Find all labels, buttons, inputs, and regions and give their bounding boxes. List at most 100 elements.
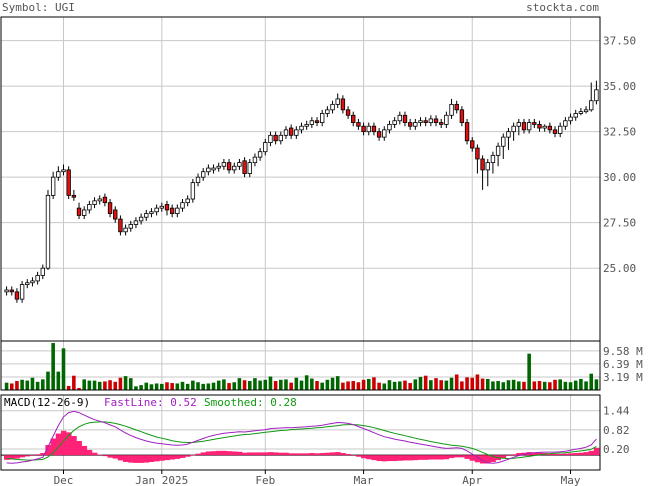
macd-histogram-bar	[511, 454, 517, 456]
volume-bar	[449, 377, 454, 390]
volume-bar	[423, 375, 428, 390]
volume-bar	[563, 381, 568, 390]
candle-body	[511, 125, 516, 133]
macd-histogram-bar	[438, 455, 445, 460]
volume-bar	[475, 374, 480, 390]
candle-body	[288, 127, 294, 136]
macd-histogram-bar	[205, 451, 212, 456]
candle-body	[76, 207, 82, 216]
volume-bar	[123, 376, 128, 390]
volume-bar	[185, 383, 190, 390]
x-tick-label: Dec	[54, 474, 74, 486]
candle-body	[175, 207, 180, 214]
volume-bar	[35, 381, 40, 390]
volume-bar	[315, 381, 319, 390]
volume-bar	[258, 380, 262, 390]
macd-histogram-bar	[9, 455, 15, 460]
macd-histogram-bar	[133, 455, 139, 463]
price-tick-label: 25.00	[603, 262, 636, 275]
macd-histogram-bar	[91, 452, 98, 456]
price-tick-label: 32.50	[603, 126, 636, 139]
macd-histogram-bar	[485, 455, 491, 464]
macd-histogram-bar	[154, 455, 160, 462]
volume-tick-label: 3.19 M	[603, 371, 643, 384]
macd-histogram-bar	[257, 452, 263, 456]
candle-body	[92, 200, 97, 205]
candle-body	[573, 113, 578, 118]
price-tick-label: 35.00	[603, 80, 636, 93]
macd-histogram-bar	[448, 455, 455, 458]
macd-histogram-bar	[428, 455, 434, 460]
macd-histogram-bar	[417, 455, 424, 460]
macd-histogram-bar	[386, 455, 393, 462]
macd-histogram-bar	[516, 453, 522, 456]
volume-tick-label: 9.58 M	[603, 345, 643, 358]
fastline-line	[6, 410, 597, 464]
macd-histogram-bar	[573, 453, 579, 456]
macd-histogram-bar	[480, 455, 486, 464]
candle-body	[206, 167, 211, 173]
macd-histogram-bar	[273, 452, 279, 456]
candle-body	[495, 145, 501, 156]
volume-bar	[366, 378, 371, 390]
volume-bar	[470, 377, 475, 390]
volume-bar	[25, 380, 30, 390]
candle-body	[413, 122, 418, 127]
candle-body	[558, 125, 563, 134]
candle-body	[71, 194, 77, 198]
volume-bar	[61, 348, 66, 390]
macd-histogram-bar	[216, 450, 222, 456]
candle-body	[211, 167, 216, 171]
candle-body	[97, 198, 102, 202]
volume-bar	[211, 382, 216, 390]
candle-body	[35, 275, 40, 282]
candle-body	[439, 122, 444, 125]
macd-histogram-bar	[531, 452, 538, 456]
volume-bar	[175, 383, 180, 390]
candle-body	[87, 204, 92, 211]
macd-histogram-bar	[252, 452, 258, 456]
candle-body	[583, 109, 589, 113]
macd-histogram-bar	[423, 455, 429, 460]
candle-body	[9, 289, 14, 293]
candle-body	[376, 131, 382, 138]
candle-body	[242, 160, 247, 174]
macd-histogram-bar	[490, 455, 496, 462]
candle-body	[294, 129, 299, 136]
volume-bar	[46, 371, 50, 390]
x-axis: Dec Jan 2025 Feb Mar Apr May	[54, 470, 581, 486]
volume-bar	[382, 383, 387, 390]
macd-histogram-bar	[226, 451, 232, 456]
volume-bar	[82, 379, 86, 390]
macd-histogram-bar	[185, 455, 191, 457]
candle-body	[133, 220, 139, 225]
macd-histogram-bar	[288, 453, 295, 456]
volume-y-axis: 9.58 M6.39 M3.19 M	[603, 345, 643, 384]
macd-histogram-bar	[102, 455, 108, 457]
macd-y-axis: 1.44 0.82 0.20	[603, 405, 630, 456]
volume-bar	[87, 380, 92, 390]
price-panel-frame	[0, 16, 601, 342]
volume-bar	[30, 377, 35, 390]
macd-histogram-bar	[262, 452, 269, 456]
macd-histogram-bar	[76, 440, 82, 456]
x-tick-label: Jan 2025	[135, 474, 188, 486]
macd-histogram-bar	[583, 452, 589, 456]
volume-bar	[289, 382, 293, 390]
macd-histogram-bar	[335, 452, 341, 456]
volume-bar	[501, 382, 506, 390]
macd-histogram-bar	[60, 430, 67, 456]
candle-body	[185, 198, 190, 204]
candle-body	[159, 205, 164, 209]
x-tick-label: Apr	[462, 474, 482, 486]
candle-body	[552, 129, 558, 134]
macd-histogram-bar	[143, 455, 150, 463]
volume-bar	[392, 381, 397, 390]
macd-histogram-bar	[195, 453, 201, 456]
candle-body	[382, 129, 387, 138]
candle-body	[154, 207, 159, 213]
macd-histogram-bar	[578, 452, 584, 456]
macd-histogram-bar	[174, 455, 181, 459]
candle-body	[61, 169, 66, 173]
volume-bar	[170, 383, 174, 390]
